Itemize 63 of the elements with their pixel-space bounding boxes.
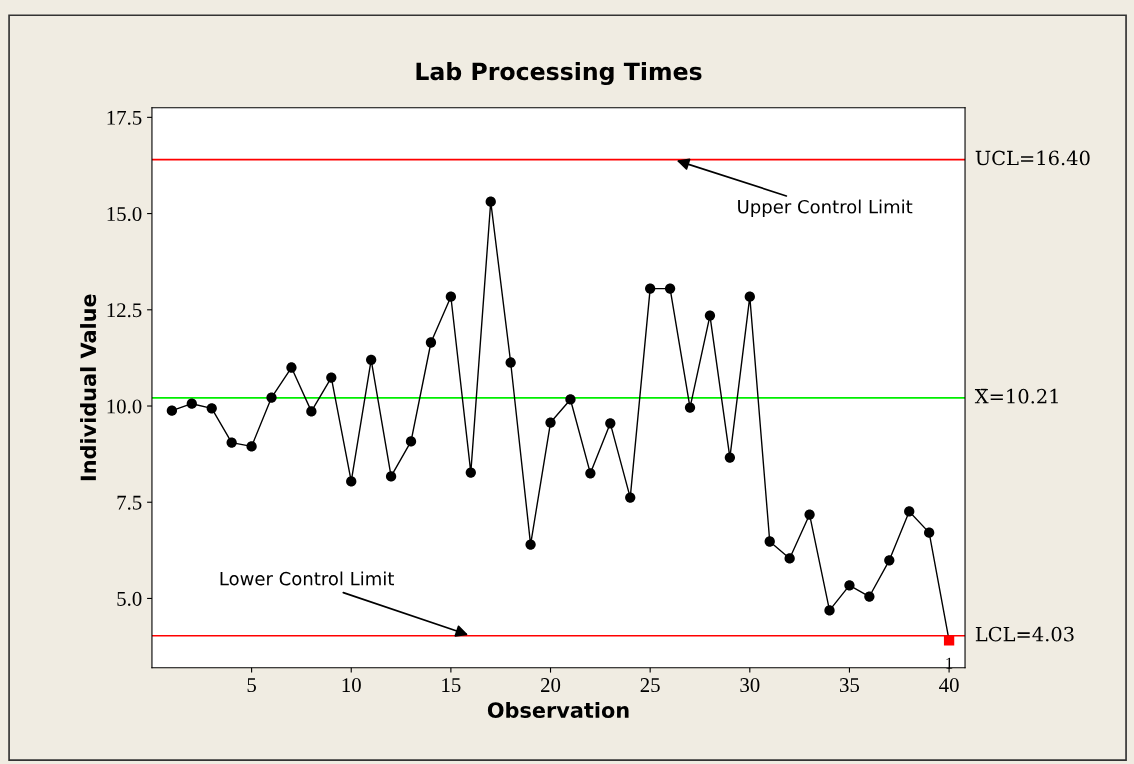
y-tick-label: 15.0 [107, 206, 142, 222]
point [326, 372, 337, 383]
point [246, 441, 257, 452]
x-tick-label: 5 [247, 678, 256, 693]
point [804, 509, 815, 520]
point [525, 539, 536, 550]
point [405, 436, 417, 447]
x-tick-label: 15 [442, 678, 461, 693]
point [884, 555, 895, 566]
point [764, 536, 775, 547]
point [206, 403, 217, 414]
point [844, 580, 855, 591]
point [545, 417, 556, 428]
ref-line-label: X̄=10.21 [974, 388, 1058, 404]
y-tick-label: 5.0 [117, 591, 142, 606]
point [565, 394, 576, 405]
point [385, 471, 397, 482]
ref-line-label: LCL=4.03 [975, 626, 1074, 642]
point [266, 392, 277, 403]
point [226, 437, 237, 448]
point [166, 405, 178, 416]
point [943, 635, 955, 646]
point [366, 354, 377, 365]
point [465, 467, 476, 478]
point [286, 362, 297, 373]
point [724, 452, 736, 463]
point [625, 492, 636, 503]
point [485, 196, 496, 207]
annotation: 1 [946, 657, 953, 669]
point [904, 506, 915, 517]
x-tick-label: 35 [840, 678, 860, 693]
annotation: Lower Control Limit [220, 571, 394, 586]
point [306, 406, 317, 417]
point [684, 402, 696, 413]
x-tick-label: 10 [342, 678, 361, 693]
point [784, 553, 795, 564]
y-tick-label: 7.5 [117, 495, 142, 510]
y-tick-label: 10.0 [107, 399, 142, 414]
point [346, 476, 357, 487]
point [864, 591, 875, 602]
point [744, 291, 755, 302]
point [824, 605, 835, 616]
point [425, 337, 437, 348]
point [605, 418, 616, 429]
point [924, 527, 935, 538]
point [645, 283, 656, 294]
x-tick-label: 20 [541, 678, 561, 693]
point [664, 283, 676, 294]
point [505, 357, 516, 368]
x-tick-label: 40 [939, 678, 959, 693]
chart-title: Lab Processing Times [416, 62, 702, 86]
annotation: Upper Control Limit [738, 199, 913, 218]
x-tick-label: 25 [640, 678, 660, 693]
y-tick-label: 17.5 [107, 110, 142, 125]
point [445, 291, 457, 302]
y-axis-title: Individual Value [80, 294, 97, 481]
x-axis-title: Observation [487, 701, 629, 719]
ref-line-label: UCL=16.40 [975, 150, 1090, 166]
x-tick-label: 30 [740, 678, 760, 693]
point [704, 310, 716, 321]
point [585, 468, 596, 479]
y-tick-label: 12.5 [107, 303, 142, 318]
point [186, 398, 197, 409]
